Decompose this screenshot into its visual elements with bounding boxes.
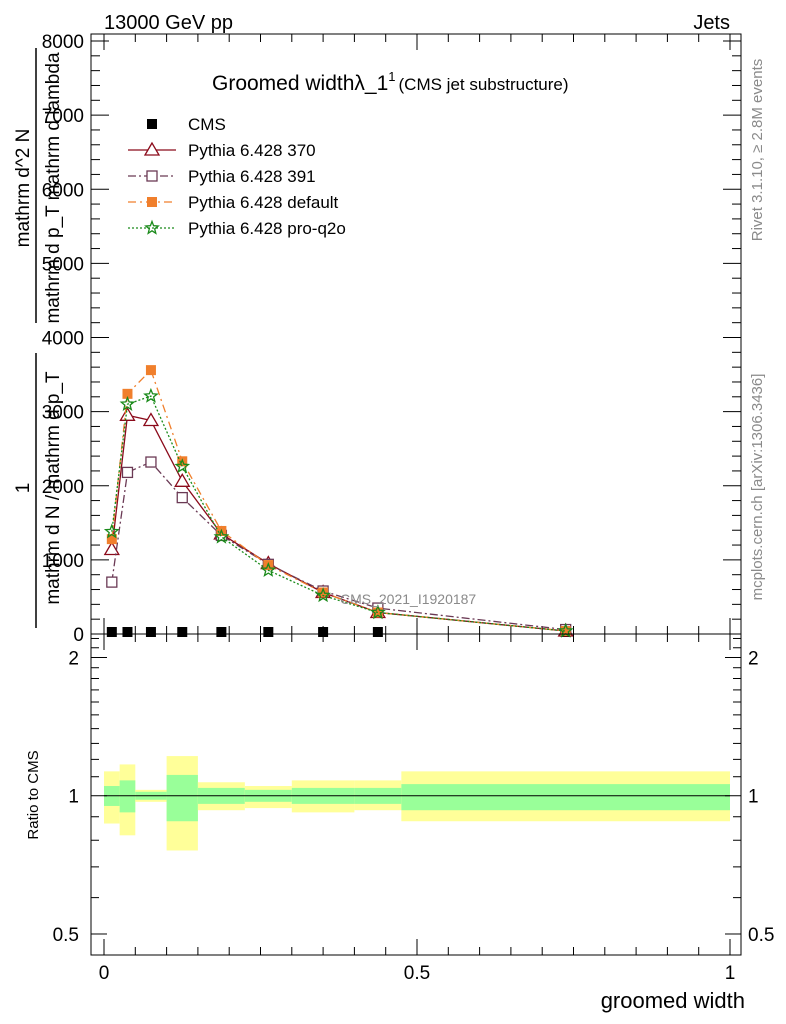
y-tick-label: 6000 — [42, 180, 84, 201]
data-point — [103, 541, 120, 556]
header-category: Jets — [693, 12, 730, 34]
legend-marker — [144, 219, 160, 235]
legend-label: Pythia 6.428 391 — [188, 167, 316, 186]
series-line — [111, 461, 566, 631]
data-point — [122, 627, 133, 637]
y-label-numerator: 1 — [13, 483, 34, 494]
legend-marker — [147, 119, 157, 129]
legend-label: CMS — [188, 115, 226, 134]
y-axis-label: 1 mathrm d N / mathrm d p_T mathrm d^2 N… — [13, 48, 64, 628]
legend-marker — [146, 170, 158, 182]
header-process: 13000 GeV pp — [104, 12, 233, 34]
data-point — [122, 388, 133, 399]
title-text: Groomed width — [212, 72, 354, 95]
analysis-label: CMS_2021_I1920187 — [340, 591, 476, 607]
data-point — [216, 627, 227, 637]
legend-label: Pythia 6.428 pro-q2o — [188, 219, 346, 238]
rivet-version-label: Rivet 3.1.10, ≥ 2.8M events — [749, 59, 766, 242]
y-label-denominator: mathrm d N / mathrm d p_T — [43, 371, 64, 605]
ratio-frame — [90, 633, 742, 956]
title-subtitle: (CMS jet substructure) — [399, 75, 569, 94]
legend-item: Pythia 6.428 default — [128, 193, 339, 212]
x-tick-label: 1 — [725, 963, 736, 984]
y-label-denominator-2: mathrm d p_T mathrm d lambda — [43, 52, 64, 323]
data-point — [145, 456, 157, 468]
ratio-band-inner — [401, 784, 730, 811]
data-point — [174, 473, 191, 487]
y-tick-label: 1000 — [42, 551, 84, 572]
ratio-y-label: Ratio to CMS — [25, 750, 42, 839]
mcplots-label: mcplots.cern.ch [arXiv:1306.3436] — [749, 374, 766, 601]
ratio-tick-labels: 0.5 0.5 1 1 2 2 — [53, 648, 775, 945]
data-point — [174, 458, 191, 474]
series-pythia-6-428-pro-q2o — [103, 387, 574, 638]
data-point — [318, 627, 329, 637]
data-point — [372, 627, 383, 637]
data-point — [213, 528, 230, 544]
x-axis-label: groomed width — [601, 988, 745, 1013]
y-tick-label: 7000 — [42, 106, 84, 127]
y-tick-label: 3000 — [42, 403, 84, 424]
legend-item: CMS — [147, 115, 226, 134]
data-point — [106, 627, 117, 637]
ratio-band-inner — [119, 780, 136, 813]
data-point — [119, 407, 136, 421]
data-point — [260, 562, 277, 577]
ratio-bands — [104, 756, 730, 851]
data-point — [560, 626, 571, 637]
y-label-numerator-2: mathrm d^2 N — [13, 129, 34, 248]
x-tick-label: 0.5 — [404, 963, 430, 984]
data-point — [145, 365, 156, 376]
data-point — [145, 627, 156, 637]
y-tick-label: 0 — [73, 625, 84, 646]
series-layer — [103, 365, 574, 638]
data-point — [103, 523, 120, 539]
x-tick-labels: 0 0.5 1 — [99, 963, 736, 984]
data-point — [176, 491, 188, 504]
ratio-band-inner — [166, 774, 198, 822]
title-symbol: λ_1 — [354, 72, 388, 95]
legend-marker — [147, 197, 157, 207]
y-tick-label: 2000 — [42, 477, 84, 498]
title-superscript: 1 — [388, 69, 395, 84]
series-pythia-6-428-370 — [103, 407, 574, 637]
legend-label: Pythia 6.428 default — [188, 193, 339, 212]
series-line — [111, 395, 566, 632]
main-y-tick-labels: 0 1000 2000 3000 4000 5000 6000 7000 8000 — [42, 32, 84, 646]
legend: CMS Pythia 6.428 370 Pythia 6.428 391 Pythi… — [128, 115, 346, 238]
ratio-tick-label-right: 1 — [748, 787, 759, 808]
data-point — [318, 587, 329, 598]
legend-label: Pythia 6.428 370 — [188, 141, 316, 160]
data-point — [177, 627, 188, 637]
series-cms — [106, 627, 571, 637]
ratio-tick-label: 1 — [68, 787, 79, 808]
data-point — [142, 412, 160, 427]
y-tick-label: 8000 — [42, 32, 84, 53]
ratio-tick-label: 0.5 — [53, 925, 79, 946]
ratio-panel: 0.5 0.5 1 1 2 2 Ratio to CMS — [25, 633, 775, 956]
data-point — [119, 395, 136, 411]
data-point — [106, 576, 118, 588]
ratio-tick-label: 2 — [68, 648, 79, 669]
y-tick-label: 4000 — [42, 329, 84, 350]
data-point — [106, 534, 117, 545]
y-tick-label: 5000 — [42, 254, 84, 275]
data-point — [315, 587, 332, 603]
legend-marker — [143, 141, 161, 156]
chart-title: Groomed widthλ_11 (CMS jet substructure) — [212, 69, 569, 95]
data-point — [121, 466, 134, 479]
data-point — [263, 627, 274, 637]
ratio-ticks — [91, 634, 741, 955]
legend-item: Pythia 6.428 pro-q2o — [128, 219, 346, 238]
legend-item: Pythia 6.428 370 — [128, 141, 316, 160]
x-tick-label: 0 — [99, 963, 110, 984]
ratio-tick-label-right: 0.5 — [748, 925, 774, 946]
ratio-tick-label-right: 2 — [748, 648, 759, 669]
data-point — [143, 387, 159, 403]
main-panel: 0 1000 2000 3000 4000 5000 6000 7000 8000 CMS_20… — [42, 32, 742, 646]
data-point — [372, 607, 383, 618]
data-point — [370, 604, 386, 620]
legend-item: Pythia 6.428 391 — [128, 167, 316, 186]
